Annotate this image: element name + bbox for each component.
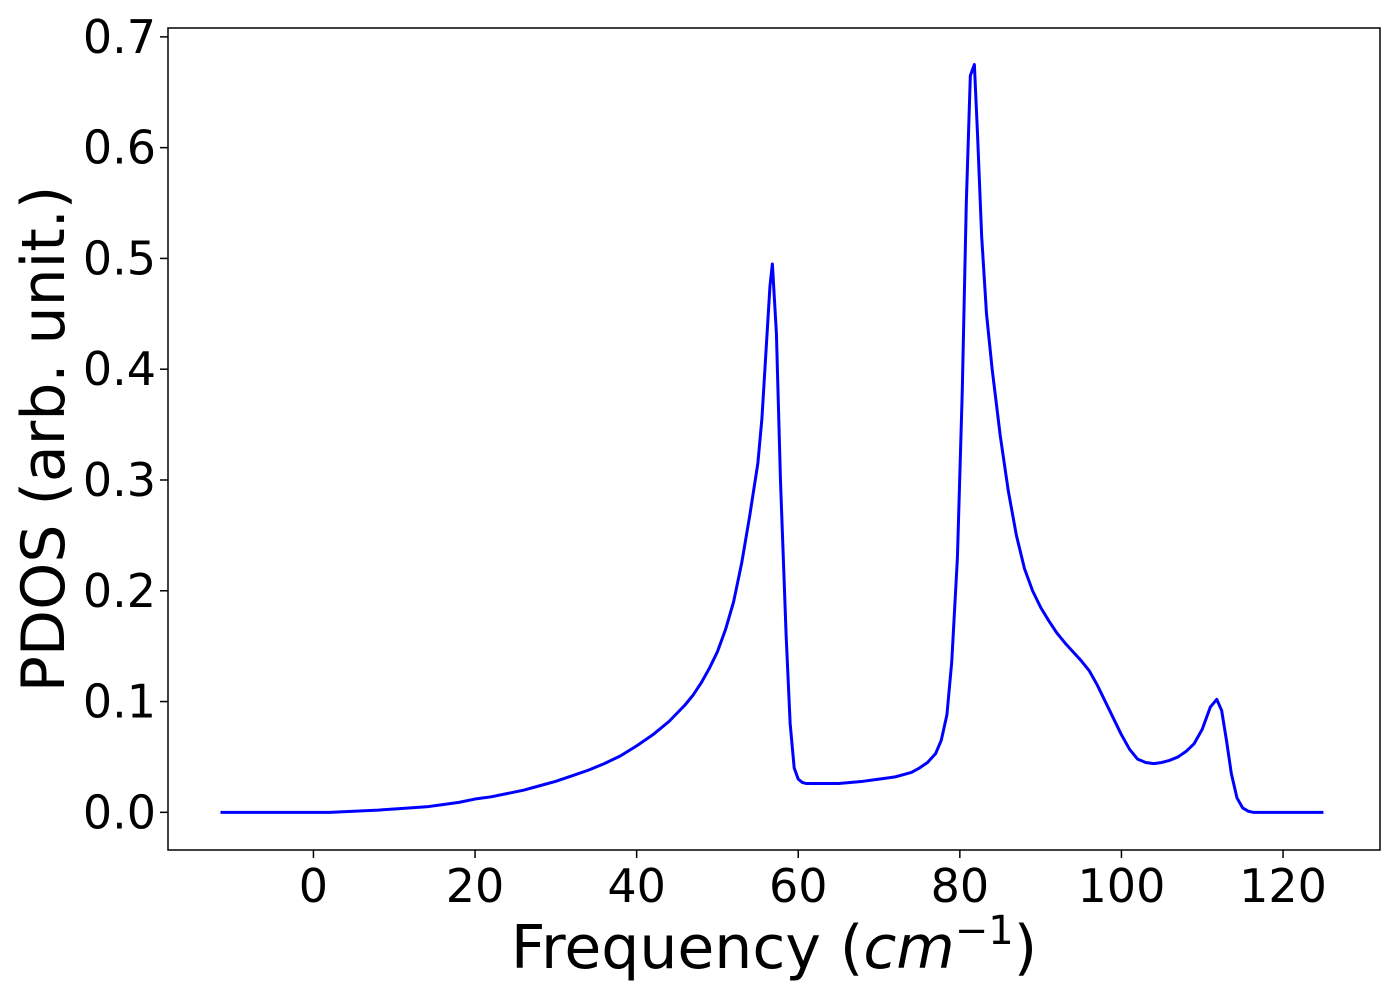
- x-axis-title-text: Frequency (: [511, 913, 863, 983]
- y-tick-label: 0.2: [83, 564, 156, 618]
- x-tick-label: 0: [299, 859, 328, 913]
- y-tick-label: 0.6: [83, 121, 156, 175]
- x-tick-label: 60: [769, 859, 828, 913]
- y-tick-label: 0.5: [83, 231, 156, 285]
- x-axis-ticks: 0 20 40 60 80 100 120: [299, 850, 1327, 913]
- x-axis-title-close: ): [1014, 913, 1037, 983]
- plot-frame: [167, 27, 1381, 851]
- y-tick-label: 0.1: [83, 675, 156, 729]
- y-tick-label: 0.3: [83, 453, 156, 507]
- x-tick-label: 80: [931, 859, 990, 913]
- y-axis-title: PDOS (arb. unit.): [9, 186, 79, 693]
- y-tick-label: 0.7: [83, 10, 156, 64]
- x-axis-title-superscript: −1: [955, 908, 1014, 954]
- y-axis-ticks: 0.0 0.1 0.2 0.3 0.4 0.5 0.6 0.7: [83, 10, 168, 839]
- x-axis-title: Frequency (cm−1): [511, 908, 1037, 983]
- x-tick-label: 120: [1239, 859, 1327, 913]
- x-tick-label: 100: [1078, 859, 1166, 913]
- y-tick-label: 0.4: [83, 342, 156, 396]
- series-line-pdos: [220, 63, 1324, 814]
- y-tick-label: 0.0: [83, 785, 156, 839]
- x-tick-label: 40: [607, 859, 666, 913]
- x-axis-title-unit: cm: [863, 913, 954, 983]
- x-tick-label: 20: [446, 859, 505, 913]
- plot-area: [220, 63, 1324, 814]
